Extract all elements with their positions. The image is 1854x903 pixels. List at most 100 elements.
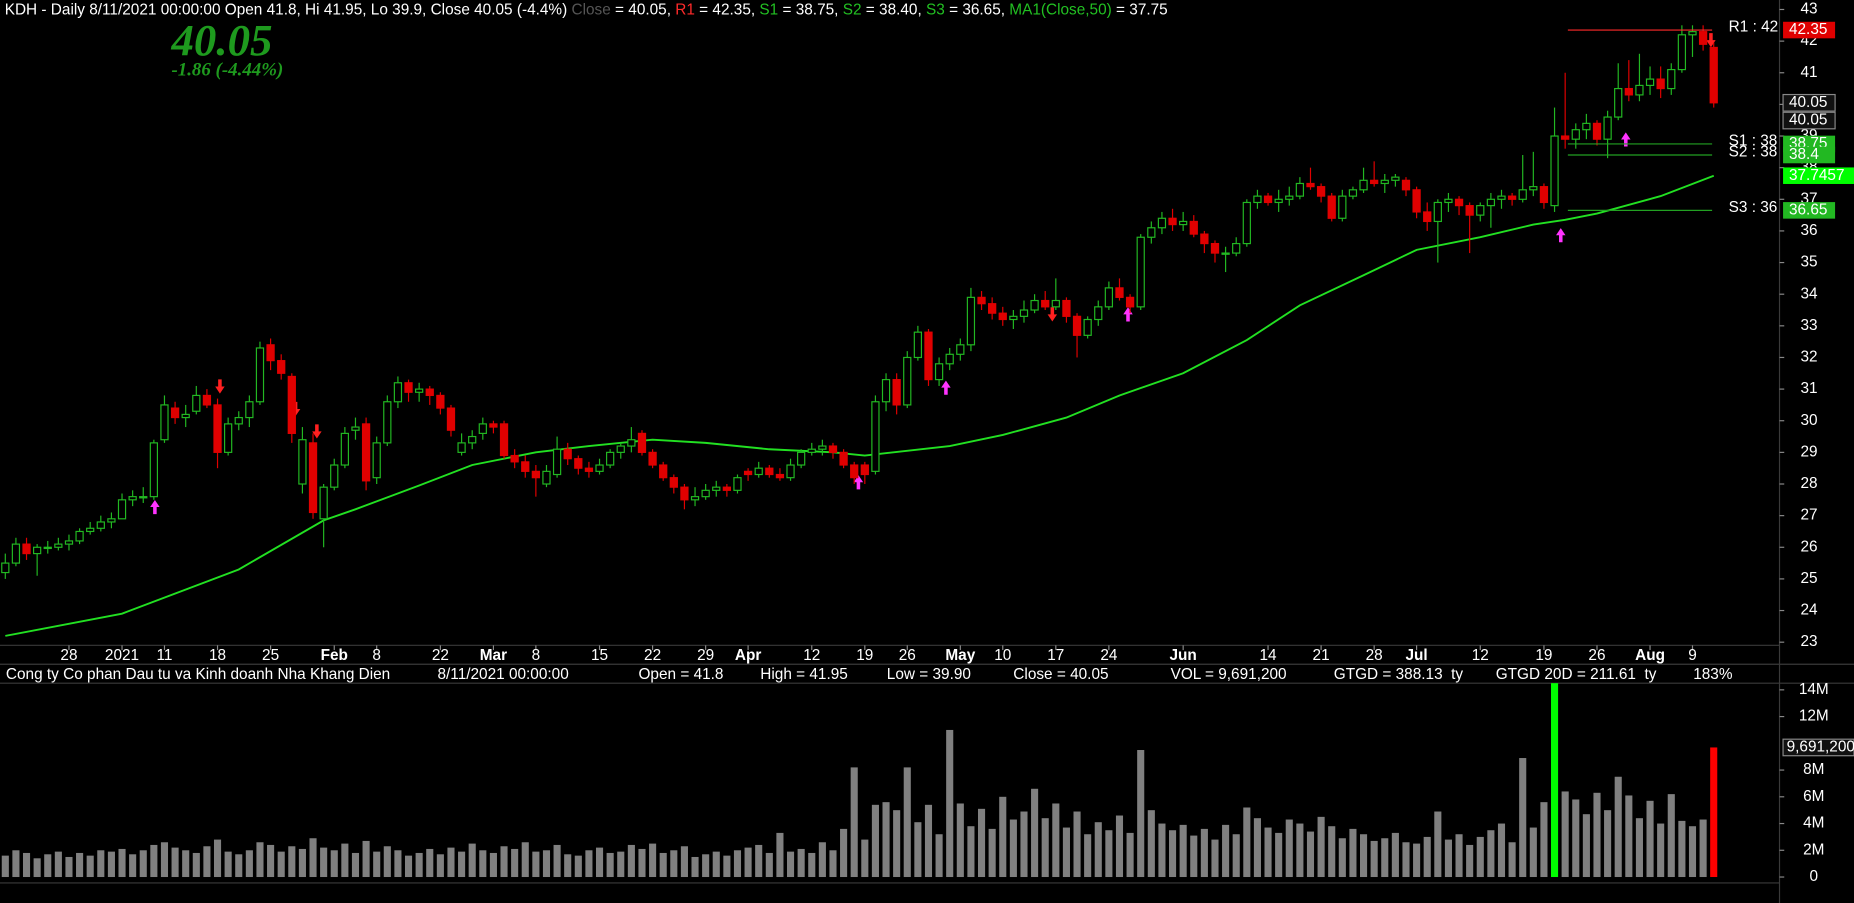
volume-bar xyxy=(235,854,243,878)
y-tick-label: 34 xyxy=(1801,285,1819,302)
volume-bar xyxy=(1657,823,1665,878)
candle-body xyxy=(913,331,923,359)
volume-bar xyxy=(182,850,190,878)
volume-bar xyxy=(1360,834,1368,878)
candle-body xyxy=(361,423,371,482)
x-tick-label: 26 xyxy=(1588,647,1605,664)
volume-bar xyxy=(139,850,147,878)
volume-bar xyxy=(97,850,105,878)
x-tick-label: Apr xyxy=(735,647,761,664)
volume-bar xyxy=(1200,828,1208,878)
y-tick-label: 12M xyxy=(1799,708,1829,725)
candle-body xyxy=(1221,252,1230,255)
signal-arrow xyxy=(312,424,322,439)
candle-body xyxy=(1614,87,1623,118)
candle-body xyxy=(956,344,965,355)
candle-body xyxy=(86,527,95,533)
candle-body xyxy=(1125,296,1135,308)
candle-body xyxy=(1656,78,1665,90)
candle-body xyxy=(574,458,583,469)
candle-body xyxy=(945,353,954,365)
close-value: 40.05 xyxy=(1789,112,1827,129)
volume-bar xyxy=(1179,824,1187,878)
x-tick-label: 19 xyxy=(856,647,873,664)
x-tick-label: Feb xyxy=(321,647,348,664)
volume-bar xyxy=(1487,830,1495,878)
level-box xyxy=(1783,202,1836,219)
candle-body xyxy=(659,464,668,479)
volume-bar xyxy=(1190,835,1198,878)
candle-body xyxy=(202,394,212,406)
candle-body xyxy=(1423,211,1432,223)
volume-bar xyxy=(1105,830,1113,878)
candle-body xyxy=(690,496,700,501)
price-change: -1.86 (-4.44%) xyxy=(171,59,283,80)
volume-bar xyxy=(1381,838,1389,878)
volume-bar xyxy=(1699,819,1707,878)
volume-bar xyxy=(1710,747,1718,878)
candle-body xyxy=(383,401,392,444)
volume-bar xyxy=(415,852,423,878)
volume-bar xyxy=(670,850,678,878)
candle-body xyxy=(531,470,541,479)
volume-bar xyxy=(1222,824,1230,878)
volume-bar xyxy=(744,847,752,878)
signal-arrow xyxy=(1047,307,1058,322)
candle-body xyxy=(468,435,477,444)
x-tick-label: 25 xyxy=(262,647,279,664)
volume-bar xyxy=(1551,683,1559,878)
candle-body xyxy=(1083,318,1092,336)
volume-bar xyxy=(277,851,285,878)
candle-body xyxy=(1497,195,1506,200)
candle-body xyxy=(64,540,74,545)
candle-body xyxy=(924,331,933,381)
header-part: = 38.75, xyxy=(778,2,842,19)
volume-bar xyxy=(203,846,211,878)
candle-body xyxy=(850,464,859,479)
volume-bar xyxy=(606,852,614,878)
volume-bar xyxy=(617,851,625,878)
volume-bar xyxy=(808,852,816,878)
volume-bar xyxy=(458,851,466,878)
close-value: 40.05 xyxy=(1789,94,1827,111)
volume-bar xyxy=(171,847,179,878)
candle-body xyxy=(584,467,594,472)
volume-bar xyxy=(797,848,805,878)
volume-bar xyxy=(542,850,551,878)
x-tick-label: 24 xyxy=(1100,647,1118,664)
candle-body xyxy=(807,448,816,453)
candle-body xyxy=(1465,205,1474,216)
volume-bar xyxy=(871,804,879,878)
header-part: = 36.65, xyxy=(945,2,1009,19)
candle-body xyxy=(542,470,551,485)
header-part: = 40.05, xyxy=(611,2,675,19)
candle-body xyxy=(818,445,827,450)
header-part: = 37.75 xyxy=(1112,2,1168,19)
y-tick-label: 14M xyxy=(1799,681,1829,698)
candle-body xyxy=(266,344,275,362)
volume-bar xyxy=(320,847,328,878)
info-field: 183% xyxy=(1693,666,1733,683)
candle-body xyxy=(192,394,201,412)
volume-bar xyxy=(479,850,487,878)
volume-bar xyxy=(946,729,954,878)
candle-body xyxy=(255,347,265,403)
candle-body xyxy=(287,375,296,434)
volume-bar xyxy=(192,852,200,878)
candle-body xyxy=(1242,201,1251,245)
volume-bar xyxy=(1094,822,1102,878)
candle-body xyxy=(1104,287,1114,308)
volume-bar xyxy=(712,851,720,878)
candle-body xyxy=(881,379,891,403)
volume-bar xyxy=(129,854,137,878)
volume-bar xyxy=(1370,840,1378,878)
y-tick-label: 31 xyxy=(1801,380,1818,397)
candle-body xyxy=(446,407,456,431)
candle-body xyxy=(1316,186,1326,197)
x-tick-label: 22 xyxy=(432,647,449,664)
volume-bar xyxy=(649,843,657,878)
candle-body xyxy=(43,546,52,550)
info-field: 8/11/2021 00:00:00 xyxy=(437,666,568,683)
volume-bar xyxy=(107,851,115,878)
volume-bar xyxy=(1625,795,1633,878)
